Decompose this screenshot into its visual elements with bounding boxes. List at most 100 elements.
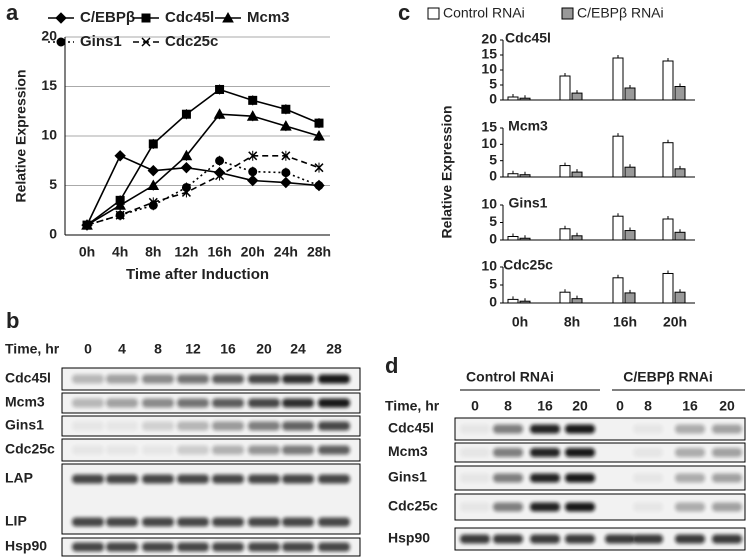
marker: [248, 95, 258, 105]
blot-box: [61, 537, 361, 557]
bar: [624, 166, 636, 178]
x-tick-label: 28h: [307, 244, 331, 260]
marker: [280, 176, 292, 189]
y-tick-label: 10: [481, 135, 497, 151]
band: [282, 517, 314, 527]
marker: [114, 150, 126, 162]
band: [493, 424, 523, 434]
bar: [662, 218, 674, 241]
band: [460, 448, 490, 457]
band: [248, 542, 280, 552]
time-value: 16: [220, 341, 236, 357]
y-tick-label: 10: [481, 258, 497, 274]
band: [142, 445, 174, 455]
band: [177, 421, 209, 431]
band: [712, 473, 742, 483]
band: [106, 398, 138, 408]
time-value: 8: [154, 341, 162, 357]
band: [318, 542, 350, 552]
marker: [82, 220, 92, 230]
band: [318, 374, 350, 384]
row-label: Mcm3: [5, 394, 45, 410]
band: [565, 448, 595, 457]
bar: [662, 60, 674, 101]
marker: [281, 104, 291, 114]
y-tick-label: 5: [489, 151, 497, 167]
band: [72, 445, 104, 455]
band: [675, 534, 705, 544]
time-value: 16: [682, 398, 698, 414]
band: [106, 421, 138, 431]
time-value: 0: [84, 341, 92, 357]
bar: [612, 277, 624, 304]
band: [248, 398, 280, 408]
band: [142, 474, 174, 484]
bar: [507, 236, 519, 241]
band: [72, 517, 104, 527]
band: [282, 445, 314, 455]
band: [675, 502, 705, 512]
bar: [624, 87, 636, 101]
x-tick-label: 4h: [112, 244, 128, 260]
panel-title: Gins1: [509, 195, 548, 211]
series-line: [86, 88, 320, 226]
band: [248, 474, 280, 484]
band: [318, 445, 350, 455]
band: [106, 374, 138, 384]
band: [633, 534, 663, 544]
legend-label: C/EBPβ RNAi: [577, 5, 664, 21]
legend-swatch: [427, 7, 440, 20]
marker: [141, 13, 151, 23]
band: [282, 398, 314, 408]
bar: [559, 165, 571, 178]
panel-title: Cdc45l: [505, 30, 551, 46]
band: [72, 374, 104, 384]
band: [106, 517, 138, 527]
panel-letter: a: [6, 0, 19, 25]
band: [318, 474, 350, 484]
band: [142, 398, 174, 408]
time-value: 0: [471, 398, 479, 414]
band: [712, 448, 742, 457]
marker: [246, 110, 259, 121]
x-tick-label: 16h: [613, 314, 637, 330]
group-label: C/EBPβ RNAi: [623, 369, 712, 385]
row-label: Cdc25c: [388, 498, 438, 514]
band: [493, 473, 523, 483]
band: [282, 421, 314, 431]
band: [106, 474, 138, 484]
band: [633, 424, 663, 434]
band: [712, 502, 742, 512]
band: [248, 445, 280, 455]
legend-label: Control RNAi: [443, 5, 525, 21]
marker: [55, 12, 67, 24]
bar: [624, 230, 636, 241]
blot-box: [61, 438, 361, 462]
bar: [519, 97, 531, 101]
x-tick-label: 24h: [274, 244, 298, 260]
row-label: Gins1: [5, 417, 44, 433]
band: [530, 502, 560, 512]
marker: [215, 171, 225, 181]
band: [142, 542, 174, 552]
bar: [559, 75, 571, 101]
blot-box: [454, 417, 746, 441]
bar: [571, 235, 583, 241]
panel-letter: b: [6, 308, 19, 333]
series-line: [86, 154, 320, 226]
band: [106, 445, 138, 455]
band: [177, 542, 209, 552]
legend-label: C/EBPβ: [80, 9, 135, 26]
bar: [674, 168, 686, 178]
x-tick-label: 0h: [512, 314, 528, 330]
x-tick-label: 0h: [79, 244, 95, 260]
band: [565, 534, 595, 544]
legend-label: Gins1: [80, 33, 122, 50]
time-label: Time, hr: [5, 341, 60, 357]
band: [177, 374, 209, 384]
panel-title: Mcm3: [508, 118, 548, 134]
marker: [56, 37, 66, 47]
marker: [180, 149, 193, 161]
band: [212, 445, 244, 455]
marker: [248, 151, 258, 161]
